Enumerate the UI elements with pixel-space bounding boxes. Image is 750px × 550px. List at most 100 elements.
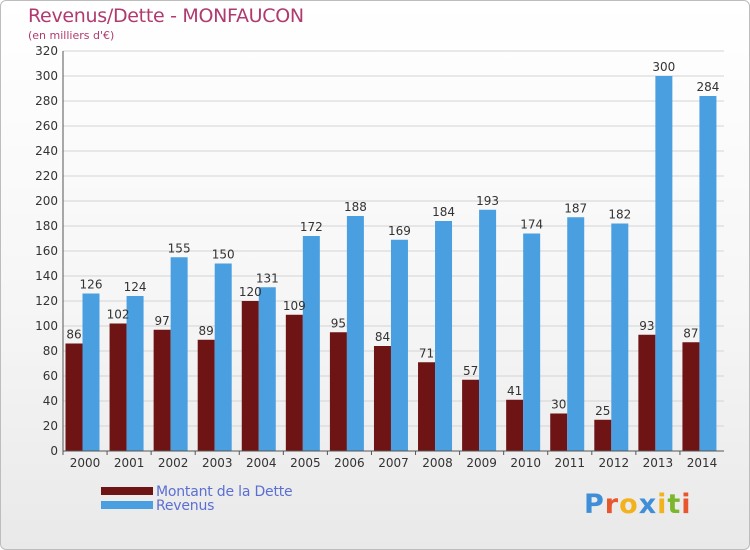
bars xyxy=(65,76,717,451)
y-tick-label: 220 xyxy=(35,169,58,183)
proxiti-logo: Proxiti xyxy=(584,489,692,520)
data-label-dette: 84 xyxy=(375,330,390,344)
data-label-dette: 109 xyxy=(283,299,306,313)
y-tick-label: 280 xyxy=(35,94,58,108)
y-tick-label: 40 xyxy=(43,394,58,408)
data-label-revenus: 187 xyxy=(564,201,587,215)
legend-swatch-revenus xyxy=(101,501,153,509)
bar-revenus xyxy=(699,96,717,451)
y-tick-label: 80 xyxy=(43,344,58,358)
data-label-dette: 25 xyxy=(595,404,610,418)
bar-revenus xyxy=(170,257,188,451)
data-label-dette: 86 xyxy=(66,328,81,342)
bar-revenus xyxy=(611,223,629,451)
data-label-revenus: 174 xyxy=(520,218,543,232)
y-tick-label: 100 xyxy=(35,319,58,333)
x-tick-label: 2013 xyxy=(643,456,674,470)
data-label-dette: 93 xyxy=(639,319,654,333)
y-tick-label: 300 xyxy=(35,69,58,83)
y-tick-label: 20 xyxy=(43,419,58,433)
data-label-revenus: 284 xyxy=(696,80,719,94)
x-tick-label: 2004 xyxy=(246,456,277,470)
chart-title: Revenus/Dette - MONFAUCON xyxy=(28,5,304,27)
data-label-revenus: 193 xyxy=(476,194,499,208)
y-tick-label: 320 xyxy=(35,44,58,58)
x-tick-label: 2011 xyxy=(554,456,585,470)
bar-revenus xyxy=(523,233,541,451)
bar-dette xyxy=(373,346,391,451)
data-label-revenus: 188 xyxy=(344,200,367,214)
legend-swatch-dette xyxy=(101,487,153,495)
bar-dette xyxy=(682,342,700,451)
y-tick-label: 160 xyxy=(35,244,58,258)
data-label-dette: 102 xyxy=(107,308,130,322)
data-label-revenus: 182 xyxy=(608,208,631,222)
bar-revenus xyxy=(346,216,364,451)
y-tick-label: 120 xyxy=(35,294,58,308)
data-label-revenus: 169 xyxy=(388,224,411,238)
data-label-revenus: 126 xyxy=(80,278,103,292)
bar-revenus xyxy=(258,287,276,451)
y-tick-label: 140 xyxy=(35,269,58,283)
bar-revenus xyxy=(567,217,585,451)
data-label-revenus: 150 xyxy=(212,248,235,262)
data-label-revenus: 124 xyxy=(124,280,147,294)
data-label-revenus: 155 xyxy=(168,241,191,255)
bar-dette xyxy=(594,419,612,451)
bar-dette xyxy=(241,301,259,451)
legend-label-dette: Montant de la Dette xyxy=(156,484,293,500)
bar-revenus xyxy=(390,239,408,451)
bar-revenus xyxy=(479,209,497,451)
bar-dette xyxy=(109,323,127,451)
data-label-revenus: 300 xyxy=(652,60,675,74)
data-label-dette: 120 xyxy=(239,285,262,299)
bar-dette xyxy=(550,413,568,451)
bar-dette xyxy=(197,339,215,451)
x-tick-label: 2009 xyxy=(466,456,497,470)
bar-dette xyxy=(65,343,83,451)
x-tick-label: 2008 xyxy=(422,456,453,470)
y-tick-label: 260 xyxy=(35,119,58,133)
x-tick-label: 2002 xyxy=(158,456,189,470)
bar-revenus xyxy=(214,263,232,451)
y-tick-label: 200 xyxy=(35,194,58,208)
bar-dette xyxy=(418,362,436,451)
y-tick-label: 180 xyxy=(35,219,58,233)
data-label-dette: 95 xyxy=(331,316,346,330)
bar-revenus xyxy=(302,236,320,451)
y-tick-label: 240 xyxy=(35,144,58,158)
data-label-dette: 41 xyxy=(507,384,522,398)
x-tick-label: 2012 xyxy=(599,456,630,470)
bar-dette xyxy=(462,379,480,451)
data-label-dette: 30 xyxy=(551,398,566,412)
bar-revenus xyxy=(435,221,453,451)
bar-dette xyxy=(153,329,171,451)
data-label-dette: 97 xyxy=(154,314,169,328)
y-axis-ticks: 0 20 40 60 80 100 120 140 160 180 200 220 240 260 280 3… xyxy=(35,44,58,458)
data-label-revenus: 172 xyxy=(300,220,323,234)
bar-revenus xyxy=(82,293,100,451)
bar-revenus xyxy=(655,76,673,451)
data-label-dette: 87 xyxy=(683,326,698,340)
axes xyxy=(62,51,724,452)
bar-revenus xyxy=(126,296,144,451)
x-tick-label: 2000 xyxy=(70,456,101,470)
data-label-revenus: 131 xyxy=(256,271,279,285)
x-tick-label: 2014 xyxy=(687,456,718,470)
data-label-revenus: 184 xyxy=(432,205,455,219)
bar-dette xyxy=(285,314,303,451)
x-tick-label: 2001 xyxy=(114,456,145,470)
data-label-dette: 71 xyxy=(419,346,434,360)
x-tick-label: 2007 xyxy=(378,456,409,470)
y-tick-label: 60 xyxy=(43,369,58,383)
bar-dette xyxy=(506,399,524,451)
x-tick-label: 2010 xyxy=(510,456,541,470)
data-label-dette: 89 xyxy=(199,324,214,338)
y-tick-label: 0 xyxy=(50,444,58,458)
x-tick-label: 2006 xyxy=(334,456,365,470)
legend-label-revenus: Revenus xyxy=(156,498,215,514)
data-label-dette: 57 xyxy=(463,364,478,378)
